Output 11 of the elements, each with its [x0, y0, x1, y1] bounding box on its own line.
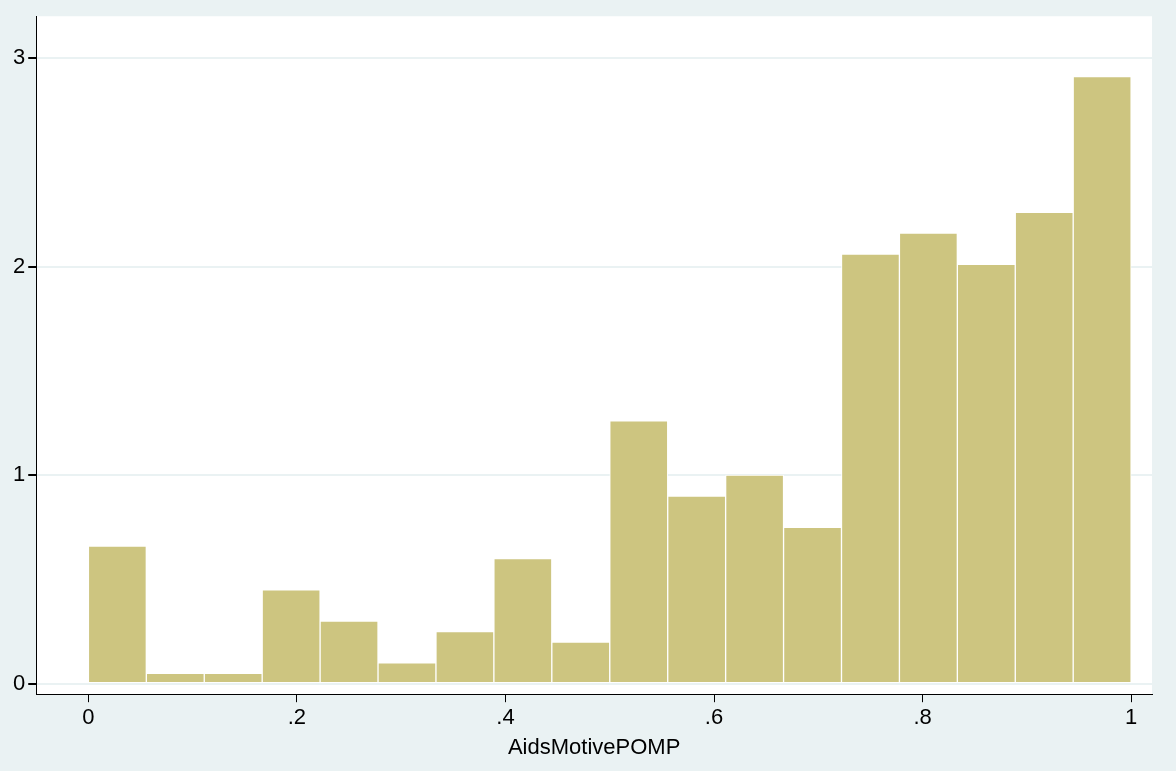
x-tick-label: 0 — [82, 704, 95, 730]
x-tick-label: .4 — [496, 704, 515, 730]
y-tick-label: 1 — [12, 461, 26, 487]
y-tick-label: 2 — [12, 252, 26, 278]
y-tick-label: 3 — [12, 43, 26, 69]
x-tick-label: .2 — [287, 704, 307, 730]
y-tick-label: 0 — [12, 669, 26, 695]
x-tick-label: .6 — [704, 704, 724, 730]
x-axis-title: AidsMotivePOMP — [507, 733, 681, 759]
x-tick-label: .8 — [913, 704, 932, 730]
x-tick-label: 1 — [1125, 704, 1138, 730]
